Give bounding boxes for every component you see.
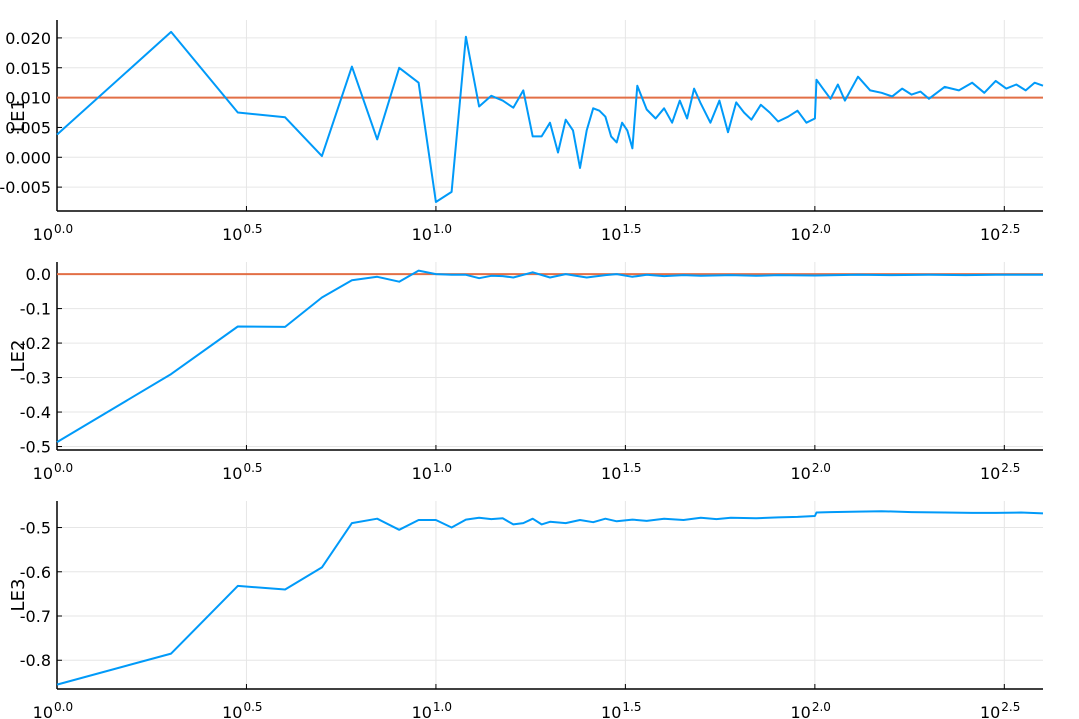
y-tick-label: -0.1 xyxy=(20,300,51,319)
x-tick-label-base: 10 xyxy=(33,225,53,244)
y-tick-label: -0.8 xyxy=(20,651,51,670)
x-tick-label-base: 10 xyxy=(980,464,1000,483)
x-tick-label-base: 10 xyxy=(601,225,621,244)
y-tick-label: -0.7 xyxy=(20,607,51,626)
x-tick-label-base: 10 xyxy=(412,703,432,719)
x-tick-label-exponent: 2.5 xyxy=(1001,222,1020,236)
x-tick-label-base: 10 xyxy=(412,225,432,244)
x-tick-label-base: 10 xyxy=(222,703,242,719)
x-tick-label-exponent: 0.0 xyxy=(54,222,73,236)
x-tick-label-base: 10 xyxy=(412,464,432,483)
x-tick-label-exponent: 2.5 xyxy=(1001,700,1020,714)
x-tick-label-base: 10 xyxy=(222,225,242,244)
x-tick-label-exponent: 2.0 xyxy=(812,700,831,714)
y-tick-label: 0.020 xyxy=(5,29,51,48)
x-tick-label-exponent: 1.5 xyxy=(622,700,641,714)
y-tick-label: -0.5 xyxy=(20,438,51,457)
series-line xyxy=(56,30,1044,203)
x-tick-label-base: 10 xyxy=(601,703,621,719)
y-tick-label: -0.6 xyxy=(20,563,51,582)
x-tick-label-exponent: 1.0 xyxy=(433,222,452,236)
x-tick-label-base: 10 xyxy=(222,464,242,483)
x-tick-label-base: 10 xyxy=(601,464,621,483)
y-tick-label: 0.000 xyxy=(5,148,51,167)
x-tick-label-exponent: 1.0 xyxy=(433,461,452,475)
series-line xyxy=(56,510,1044,686)
y-tick-label: 0.010 xyxy=(5,89,51,108)
series-line xyxy=(56,269,1043,443)
x-tick-label-exponent: 1.5 xyxy=(622,222,641,236)
y-tick-label: 0.015 xyxy=(5,59,51,78)
x-tick-label-base: 10 xyxy=(33,464,53,483)
x-tick-label-exponent: 2.0 xyxy=(812,461,831,475)
y-tick-label: -0.2 xyxy=(20,334,51,353)
y-tick-label: 0.005 xyxy=(5,118,51,137)
x-tick-label-base: 10 xyxy=(980,225,1000,244)
chart-panel-2: -0.5-0.4-0.3-0.2-0.10.010 0.0 10 0.5 10 1.0 10… xyxy=(8,262,1043,483)
x-tick-label-exponent: 1.0 xyxy=(433,700,452,714)
x-tick-label-base: 10 xyxy=(791,464,811,483)
x-tick-label-base: 10 xyxy=(791,703,811,719)
chart-panel-3: -0.8-0.7-0.6-0.510 0.0 10 0.5 10 1.0 10 1.5 10 2.… xyxy=(8,501,1044,719)
y-tick-label: -0.3 xyxy=(20,369,51,388)
y-tick-label: 0.0 xyxy=(26,265,51,284)
x-tick-label-exponent: 0.5 xyxy=(243,700,262,714)
x-tick-label-exponent: 0.0 xyxy=(54,700,73,714)
x-tick-label-exponent: 0.5 xyxy=(243,222,262,236)
x-tick-label-exponent: 1.5 xyxy=(622,461,641,475)
x-tick-label-base: 10 xyxy=(33,703,53,719)
y-axis-label: LE1 xyxy=(8,99,29,132)
x-tick-label-exponent: 0.5 xyxy=(243,461,262,475)
x-tick-label-base: 10 xyxy=(791,225,811,244)
x-tick-label-exponent: 0.0 xyxy=(54,461,73,475)
y-axis-label: LE2 xyxy=(8,340,29,373)
x-tick-label-base: 10 xyxy=(980,703,1000,719)
y-tick-label: -0.4 xyxy=(20,403,51,422)
x-tick-label-exponent: 2.5 xyxy=(1001,461,1020,475)
x-tick-label-exponent: 2.0 xyxy=(812,222,831,236)
y-tick-label: -0.5 xyxy=(20,519,51,538)
y-tick-label: -0.005 xyxy=(0,178,51,197)
y-axis-label: LE3 xyxy=(8,579,29,612)
